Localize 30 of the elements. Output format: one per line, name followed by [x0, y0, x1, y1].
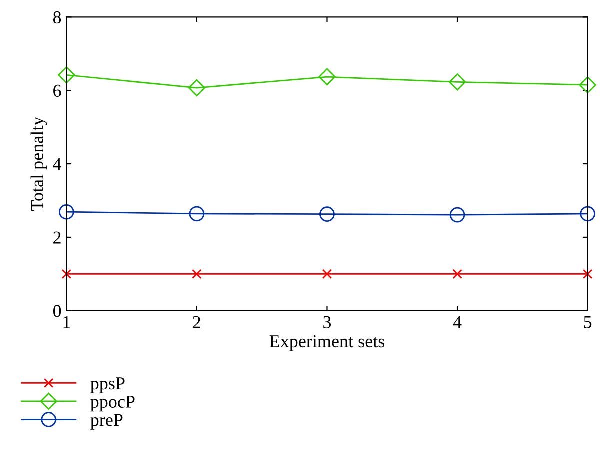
x-tick-label: 1 — [64, 316, 70, 328]
point — [320, 206, 335, 222]
x-tick-label: 3 — [324, 316, 332, 328]
point — [580, 206, 596, 222]
point — [322, 269, 332, 280]
x-tick-label: 5 — [584, 316, 592, 328]
y-tick-label: 6 — [54, 84, 62, 98]
y-tick-label: 0 — [53, 305, 62, 318]
point — [579, 76, 596, 94]
legend-label: ppsP — [90, 378, 125, 394]
point — [58, 66, 76, 84]
point — [582, 269, 593, 280]
x-axis-title: Experiment sets — [270, 335, 384, 352]
x-tick-label: 4 — [453, 316, 462, 328]
point — [450, 207, 466, 223]
point — [448, 74, 466, 91]
point — [189, 206, 205, 222]
legend-label: preP — [90, 414, 123, 430]
point — [59, 204, 74, 220]
y-tick-label: 4 — [53, 158, 62, 170]
legend-label: ppocP — [90, 396, 135, 412]
y-tick-label: 2 — [54, 232, 61, 244]
y-tick-label: 8 — [53, 11, 62, 24]
point — [452, 269, 462, 280]
y-axis-title: Total penalty — [30, 116, 48, 211]
x-tick-label: 2 — [193, 316, 200, 328]
point — [192, 269, 202, 280]
point — [318, 68, 336, 86]
point — [188, 79, 206, 97]
point — [62, 269, 72, 280]
